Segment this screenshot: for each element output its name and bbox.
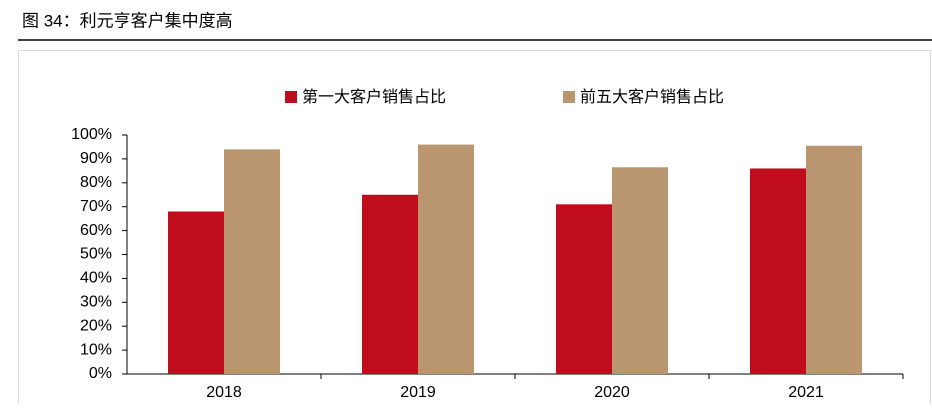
legend-label: 前五大客户销售占比 [580,88,724,106]
y-tick-label: 50% [80,246,112,263]
x-tick-label: 2021 [788,384,824,401]
y-tick-label: 10% [80,341,112,358]
chart-frame [18,50,931,409]
y-tick-label: 90% [80,150,112,167]
x-tick-label: 2018 [206,384,242,401]
y-tick-label: 60% [80,222,112,239]
bar [612,167,668,374]
x-tick-label: 2019 [400,384,436,401]
bar [750,168,806,374]
figure-title: 图 34：利元亨客户集中度高 [22,11,233,30]
legend-swatch [563,91,575,103]
y-tick-label: 30% [80,294,112,311]
bar [556,204,612,374]
bar [418,144,474,374]
y-tick-label: 80% [80,174,112,191]
y-tick-label: 20% [80,317,112,334]
y-tick-label: 40% [80,270,112,287]
bar [168,211,224,374]
bar [362,194,418,374]
legend-label: 第一大客户销售占比 [302,88,446,106]
y-tick-label: 70% [80,198,112,215]
x-tick-label: 2020 [594,384,630,401]
y-tick-label: 0% [89,365,112,382]
bar [224,149,280,374]
y-tick-label: 100% [71,126,112,143]
bar [806,145,862,374]
legend-swatch [285,91,297,103]
